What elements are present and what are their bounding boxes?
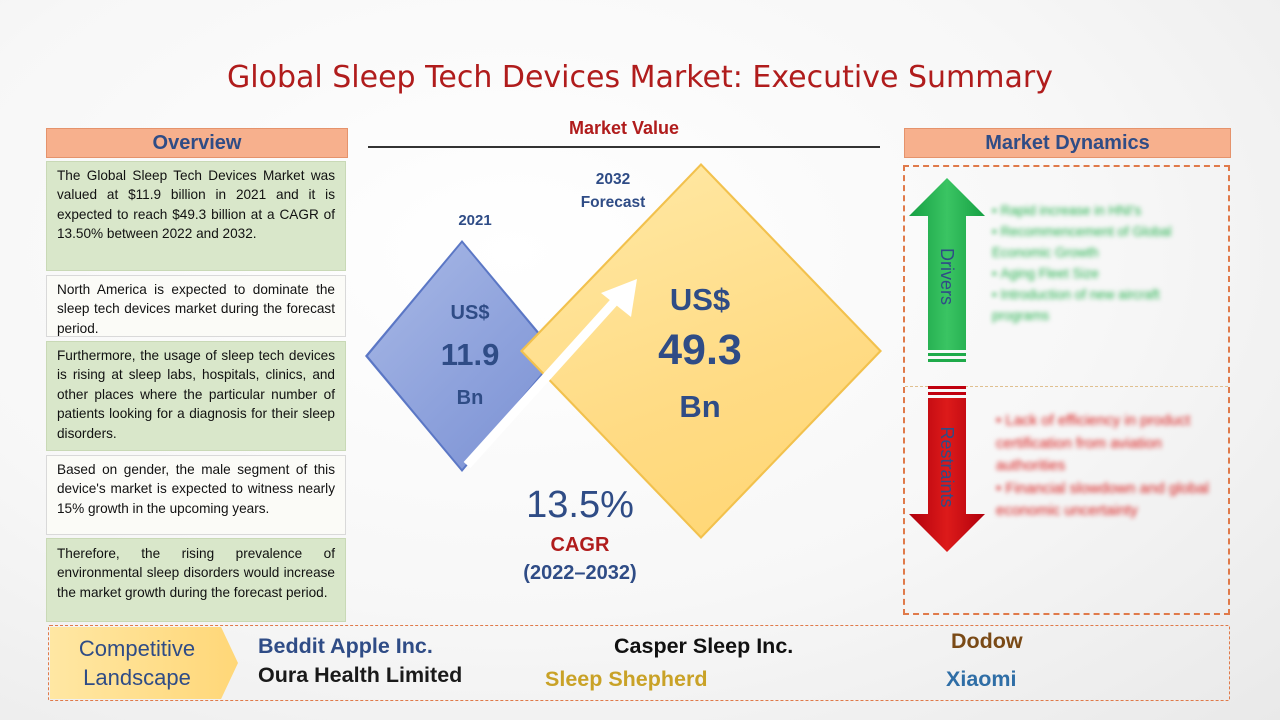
- company-dodow: Dodow: [951, 629, 1023, 653]
- growth-arrow-icon: [463, 279, 637, 469]
- cagr-period: (2022–2032): [523, 562, 637, 584]
- value-2021-currency: US$: [450, 302, 490, 324]
- drivers-arrow-icon: [909, 178, 985, 362]
- company-xiaomi: Xiaomi: [946, 667, 1017, 691]
- market-value-underline: [368, 146, 880, 148]
- company-casper: Casper Sleep Inc.: [614, 634, 794, 658]
- cagr-label: CAGR: [550, 534, 610, 556]
- overview-paragraph-5: Therefore, the rising prevalence of envi…: [46, 538, 346, 622]
- overview-paragraph-2: North America is expected to dominate th…: [46, 275, 346, 337]
- overview-paragraph-4: Based on gender, the male segment of thi…: [46, 455, 346, 535]
- value-2032-amount: 49.3: [658, 326, 742, 374]
- market-dynamics-panel: [903, 165, 1230, 615]
- driver-item: Rapid increase in HNI's: [992, 200, 1217, 221]
- forecast-text: Forecast: [580, 194, 646, 211]
- competitive-label-line2: Landscape: [83, 665, 191, 690]
- forecast-label: 2032 Forecast: [565, 168, 661, 214]
- value-2032-currency: US$: [669, 282, 731, 317]
- company-beddit: Beddit Apple Inc.: [258, 634, 433, 658]
- overview-paragraph-3: Furthermore, the usage of sleep tech dev…: [46, 341, 346, 451]
- market-value-header: Market Value: [568, 118, 680, 138]
- forecast-year: 2032: [595, 171, 631, 188]
- cagr-value: 13.5%: [526, 484, 634, 526]
- company-oura: Oura Health Limited: [258, 663, 463, 687]
- driver-item: Recommencement of Global Economic Growth: [992, 221, 1217, 263]
- year-2021-label: 2021: [458, 212, 492, 229]
- dynamics-divider: [905, 386, 1228, 387]
- restraint-item: Financial slowdown and global economic u…: [996, 478, 1218, 523]
- drivers-label: Drivers: [937, 248, 957, 305]
- driver-item: Introduction of new aircraft programs: [992, 284, 1217, 326]
- restraint-item: Lack of efficiency in product certificat…: [996, 410, 1218, 478]
- competitive-label-line1: Competitive: [78, 636, 196, 661]
- value-2032-unit: Bn: [679, 389, 721, 424]
- overview-header: Overview: [46, 128, 348, 158]
- page-title: Global Sleep Tech Devices Market: Execut…: [227, 60, 1053, 95]
- restraints-arrow-icon: [909, 386, 985, 552]
- competitive-landscape-panel: [48, 625, 1230, 701]
- company-sleep-shepherd: Sleep Shepherd: [545, 667, 708, 691]
- drivers-list: Rapid increase in HNI's Recommencement o…: [992, 200, 1217, 326]
- value-2021-amount: 11.9: [440, 337, 500, 372]
- value-2021-unit: Bn: [456, 387, 484, 409]
- competitive-landscape-label: Competitive Landscape: [50, 627, 238, 699]
- restraints-label: Restraints: [937, 426, 957, 508]
- market-dynamics-header: Market Dynamics: [904, 128, 1231, 158]
- driver-item: Aging Fleet Size: [992, 263, 1217, 284]
- restraints-list: Lack of efficiency in product certificat…: [996, 410, 1218, 523]
- overview-paragraph-1: The Global Sleep Tech Devices Market was…: [46, 161, 346, 271]
